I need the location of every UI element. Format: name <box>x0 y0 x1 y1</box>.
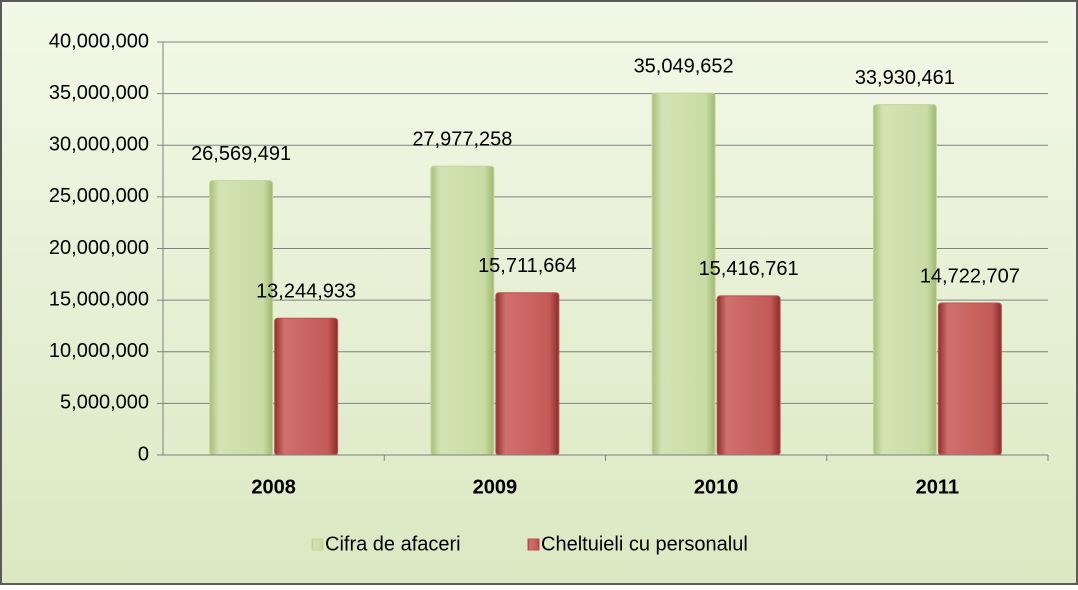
y-tick-label: 30,000,000 <box>49 134 149 156</box>
x-tick-label: 2011 <box>916 476 959 498</box>
y-tick-label: 0 <box>138 443 149 465</box>
y-tick-label: 10,000,000 <box>49 340 149 362</box>
legend-label: Cifra de afaceri <box>325 533 461 555</box>
legend-label: Cheltuieli cu personalul <box>541 533 748 555</box>
data-label: 13,244,933 <box>256 281 356 303</box>
y-tick-label: 5,000,000 <box>60 392 149 414</box>
data-label: 26,569,491 <box>191 143 291 165</box>
bar <box>274 317 339 456</box>
y-tick-label: 15,000,000 <box>49 288 149 310</box>
data-label: 15,711,664 <box>478 255 577 277</box>
y-tick-label: 20,000,000 <box>49 237 149 259</box>
legend-swatch <box>527 538 540 551</box>
y-tick-label: 40,000,000 <box>49 30 149 52</box>
data-label: 33,930,461 <box>855 67 955 89</box>
x-tick-label: 2010 <box>694 476 739 498</box>
bar <box>937 302 1002 456</box>
bar <box>716 295 781 456</box>
y-tick-label: 25,000,000 <box>49 185 149 207</box>
data-label: 14,722,707 <box>920 265 1020 287</box>
bar <box>430 165 495 456</box>
data-label: 35,049,652 <box>634 55 734 77</box>
bar <box>495 292 560 456</box>
x-tick-label: 2009 <box>473 476 518 498</box>
data-label: 15,416,761 <box>699 258 799 280</box>
data-label: 27,977,258 <box>412 128 512 150</box>
y-tick-label: 35,000,000 <box>49 82 149 104</box>
legend-swatch <box>311 538 324 551</box>
x-tick-label: 2008 <box>251 476 296 498</box>
bar <box>209 180 274 456</box>
